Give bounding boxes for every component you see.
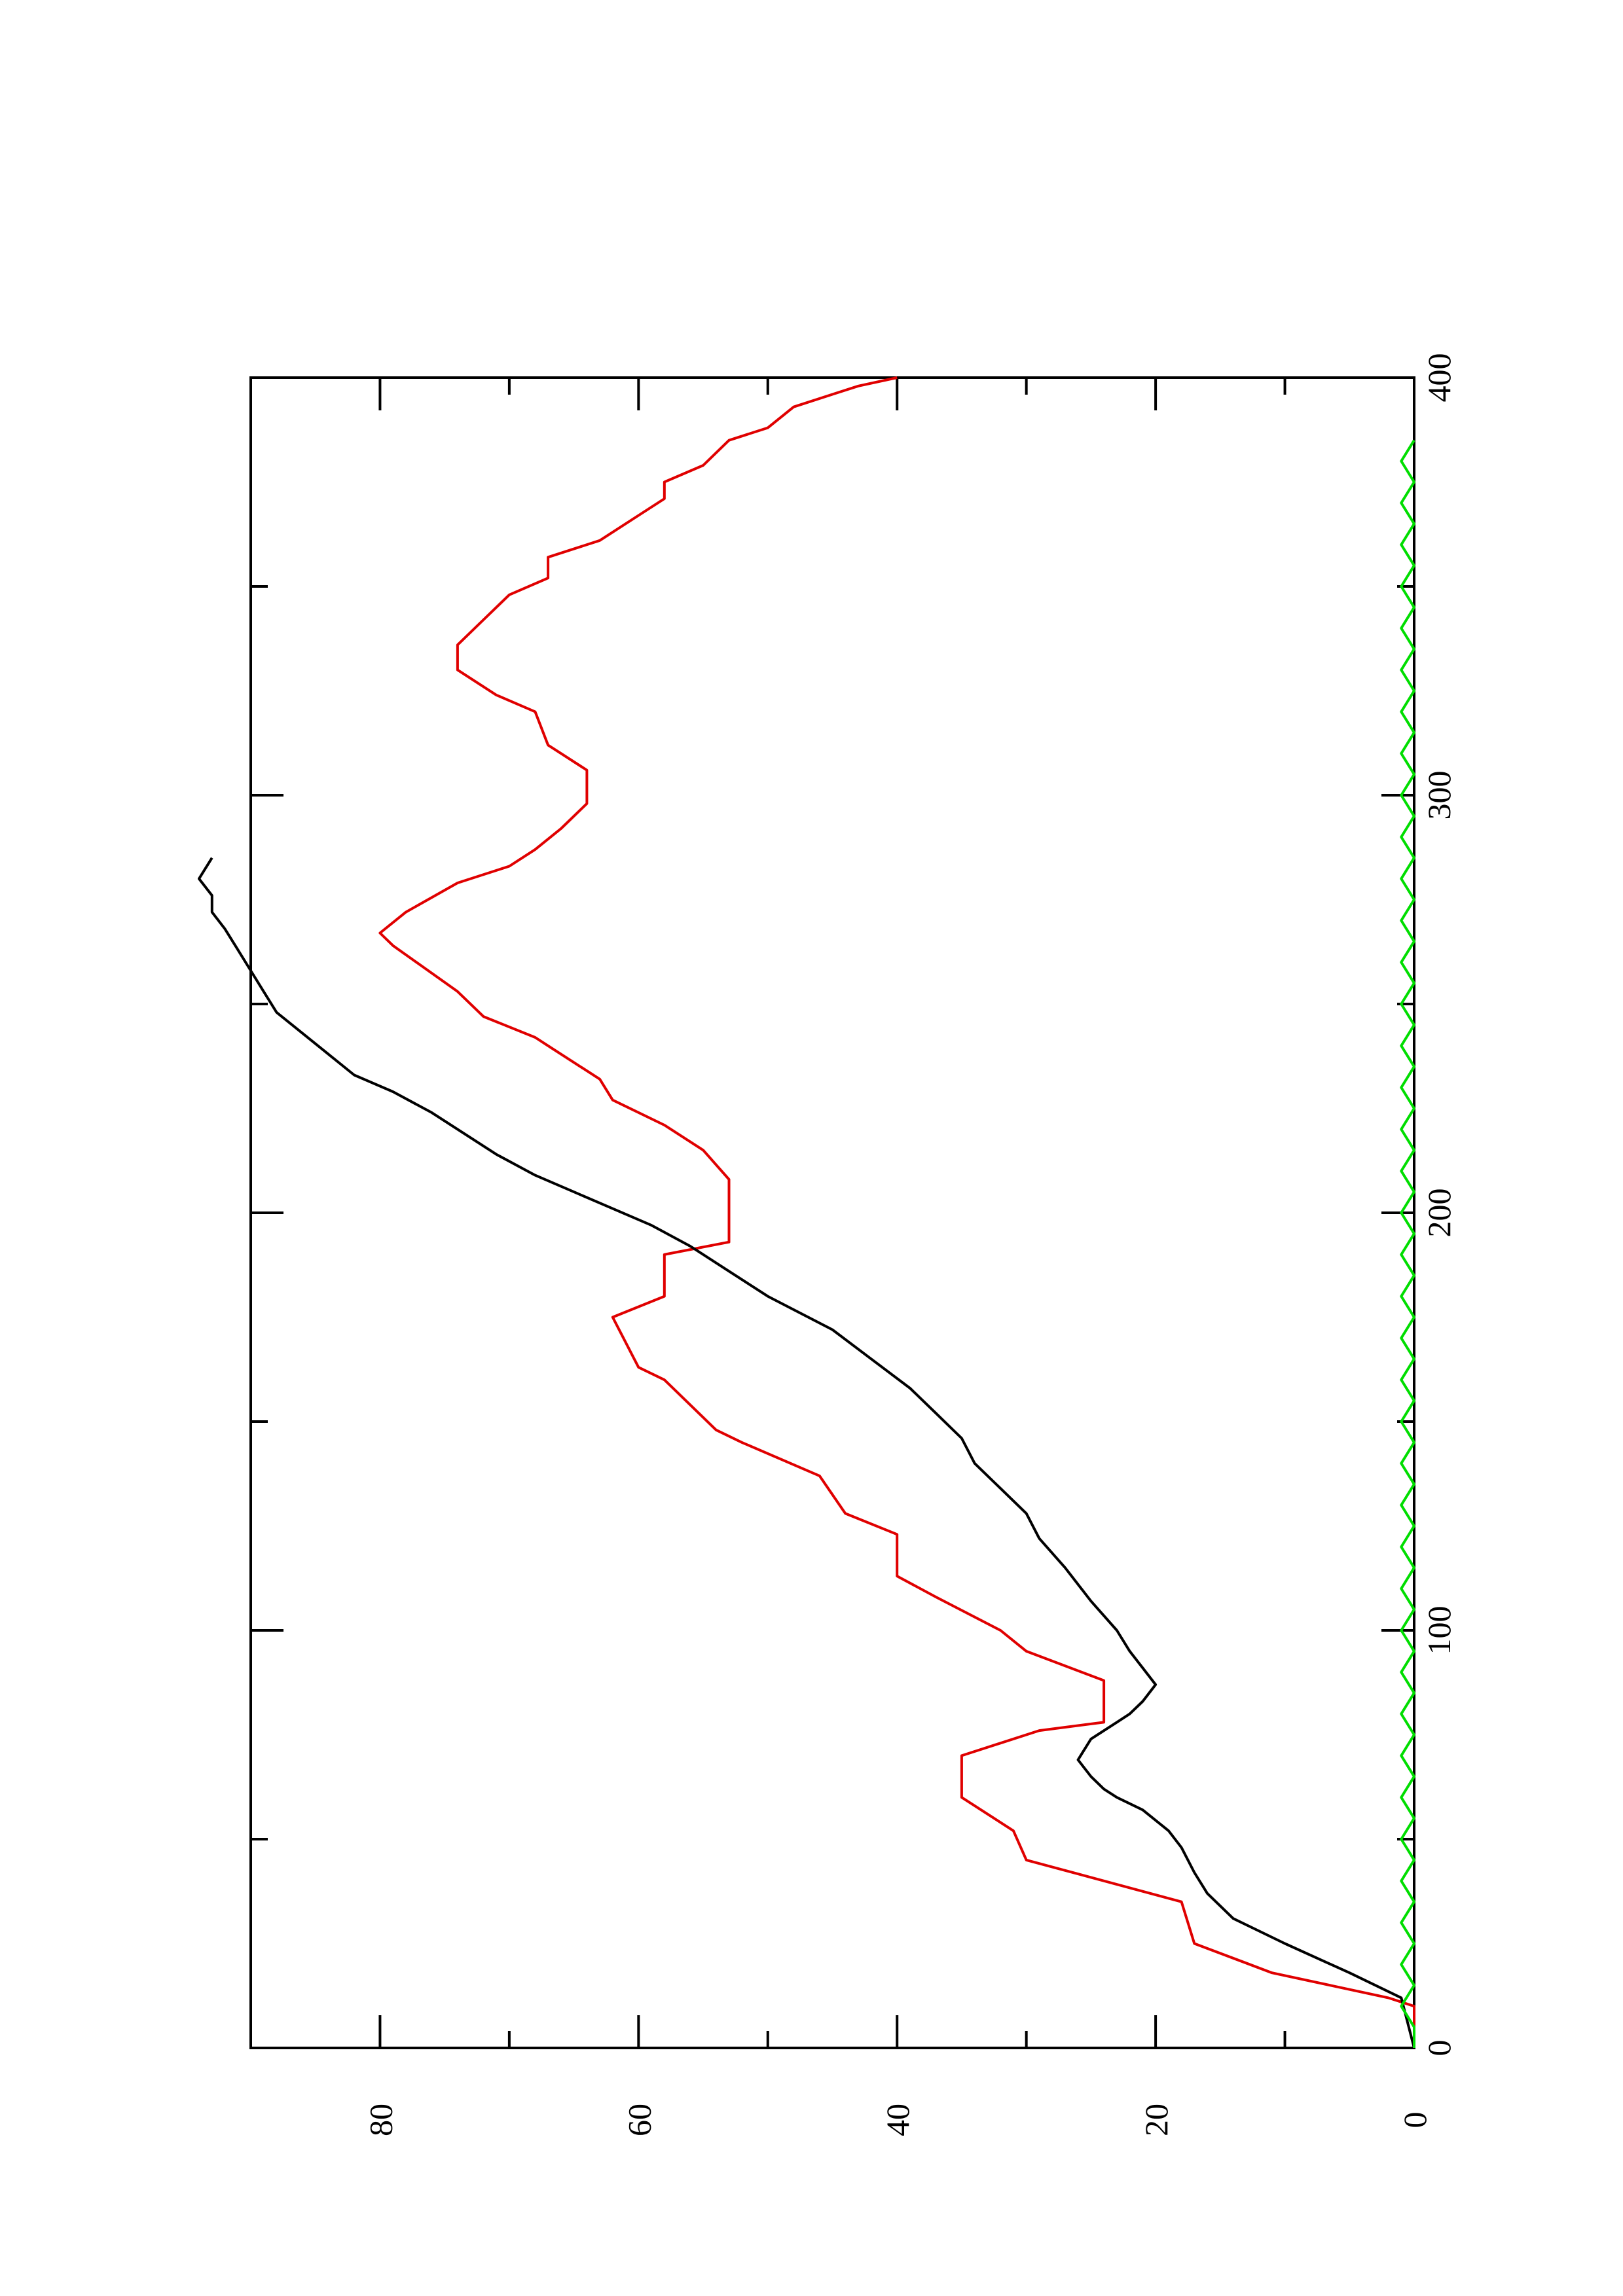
- x-tick-label-100: 100: [1421, 1606, 1457, 1655]
- series-lines: [198, 376, 1415, 2049]
- plot-frame: [249, 376, 1415, 2049]
- x-tick-label-400: 400: [1421, 353, 1457, 403]
- series-line-2: [198, 857, 1415, 2049]
- x-tick-label-200: 200: [1421, 1189, 1457, 1238]
- y-tick-label-60: 60: [621, 2104, 657, 2136]
- series-line-1: [378, 376, 1415, 2048]
- y-tick-label-0: 0: [1396, 2112, 1433, 2128]
- y-tick-label-40: 40: [879, 2104, 916, 2136]
- tick-labels: 0 100 200 300 400 0 20 40 60 80: [362, 353, 1457, 2137]
- x-tick-label-0: 0: [1421, 2040, 1457, 2056]
- series-line-3: [1400, 439, 1415, 2048]
- axis-ticks: [251, 376, 1415, 2049]
- y-tick-label-80: 80: [362, 2104, 399, 2136]
- y-tick-label-20: 20: [1138, 2104, 1175, 2136]
- x-tick-label-300: 300: [1421, 771, 1457, 820]
